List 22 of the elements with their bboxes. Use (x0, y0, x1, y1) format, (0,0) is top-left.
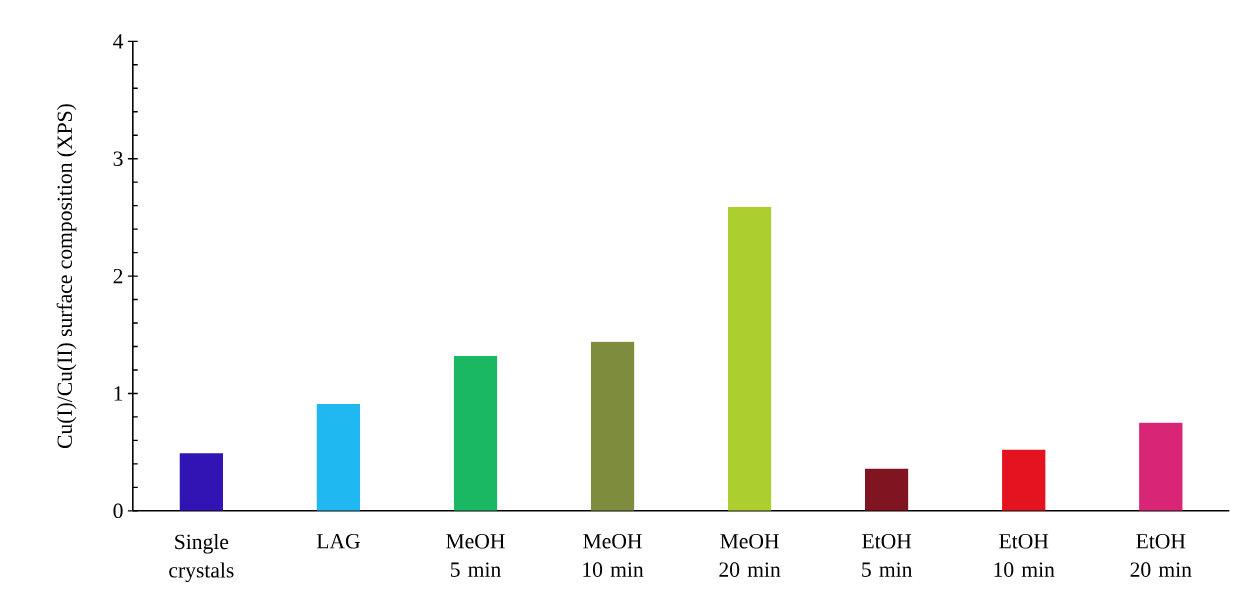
y-tick-label: 1 (114, 386, 123, 401)
y-tick-label: 2 (113, 268, 123, 284)
x-tick-label: LAG (316, 533, 360, 549)
x-tick-label: Single crystals (169, 533, 234, 582)
bar (453, 355, 498, 511)
x-tick-label: MeOH 20 min (719, 533, 781, 577)
x-tick-label: EtOH 10 min (994, 533, 1055, 577)
x-tick-label: MeOH 10 min (583, 533, 644, 577)
bar (727, 206, 772, 511)
x-tick-label: MeOH 5 min (446, 533, 505, 577)
x-tick-label: EtOH 5 min (862, 533, 913, 577)
y-tick-label: 3 (113, 151, 123, 166)
y-axis-title: Cu(I)/Cu(II) surface composition (XPS) (56, 103, 77, 448)
x-tick-label: EtOH 20 min (1130, 533, 1192, 577)
y-tick-label: 0 (113, 503, 123, 518)
bar (590, 341, 635, 511)
bar (1002, 449, 1046, 511)
bar (865, 468, 909, 511)
bar (316, 403, 361, 511)
y-tick-label: 4 (113, 34, 124, 49)
bar (1139, 422, 1183, 511)
bar (179, 453, 223, 511)
